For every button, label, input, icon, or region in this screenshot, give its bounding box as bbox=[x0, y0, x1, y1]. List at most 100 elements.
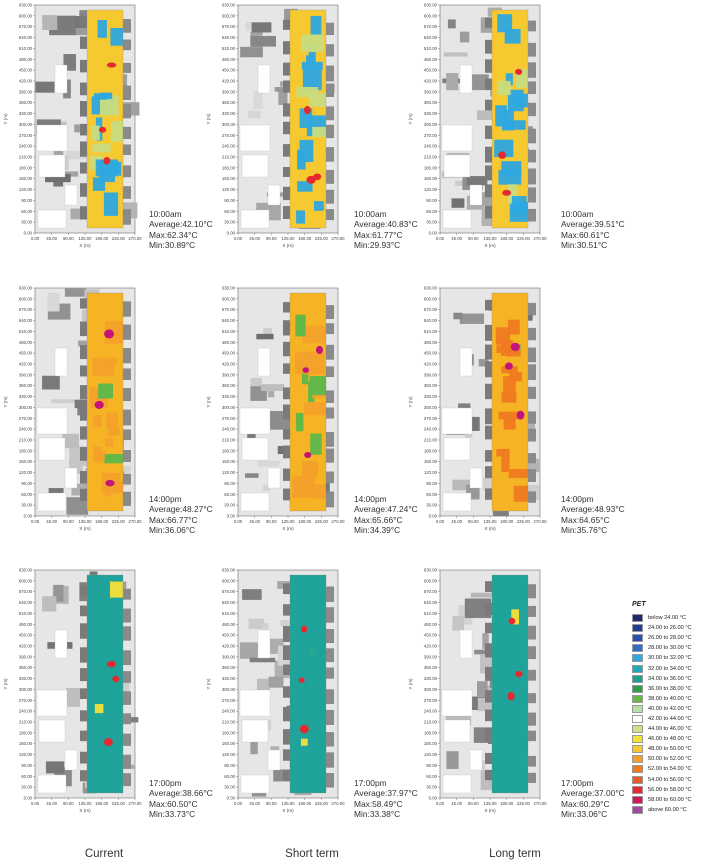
legend-items: below 24.00 °C 24.00 to 26.00 °C 26.00 to … bbox=[632, 613, 718, 815]
wall-strip bbox=[123, 39, 131, 51]
street-corridor bbox=[87, 10, 123, 228]
shadow-patch bbox=[270, 746, 280, 754]
stats-block: 14:00pm Average:48.27°C Max:66.77°C Min:… bbox=[149, 494, 213, 536]
wall-strip bbox=[123, 429, 131, 441]
legend-swatch bbox=[632, 654, 643, 663]
pet-patch bbox=[302, 325, 326, 344]
y-tick-label: 600.00 bbox=[222, 578, 236, 583]
y-tick-label: 570.00 bbox=[19, 307, 33, 312]
x-tick-label: 180.00 bbox=[298, 519, 312, 524]
hot-spot bbox=[306, 175, 316, 184]
pet-patch bbox=[310, 433, 322, 455]
wall-strip bbox=[326, 732, 334, 747]
y-tick-label: 270.00 bbox=[222, 698, 236, 703]
map-svg: 0.00 30.00 60.00 90.00 120.00 150.00 180.00 210… bbox=[408, 568, 547, 814]
pet-patch bbox=[308, 44, 316, 63]
stats-block: 17:00pm Average:37.97°C Max:58.49°C Min:… bbox=[354, 778, 418, 820]
wall-strip bbox=[80, 82, 88, 96]
wall-strip bbox=[80, 385, 88, 400]
y-tick-label: 180.00 bbox=[424, 448, 438, 453]
wall-strip bbox=[80, 206, 88, 220]
pet-patch bbox=[501, 448, 510, 473]
y-axis-label: Y (m) bbox=[206, 396, 211, 408]
x-tick-label: 270.00 bbox=[331, 519, 345, 524]
legend-item: 46.00 to 48.00 °C bbox=[632, 734, 718, 744]
pet-patch bbox=[91, 621, 104, 633]
y-tick-label: 570.00 bbox=[19, 589, 33, 594]
wall-strip bbox=[283, 488, 291, 501]
y-tick-label: 570.00 bbox=[19, 24, 33, 29]
pet-patch bbox=[500, 633, 510, 649]
wall-strip bbox=[528, 411, 536, 424]
max-value: Max:60.50°C bbox=[149, 798, 198, 809]
pet-patch bbox=[305, 461, 319, 477]
legend-label: 30.00 to 32.00 °C bbox=[648, 655, 692, 662]
wall-strip bbox=[485, 361, 493, 378]
x-tick-label: 90.00 bbox=[468, 801, 479, 806]
wall-strip bbox=[485, 146, 493, 163]
hot-spot bbox=[507, 691, 515, 701]
average-value: Average:37.00°C bbox=[561, 788, 625, 799]
wall-strip bbox=[326, 709, 334, 725]
map-svg: 0.00 30.00 60.00 90.00 120.00 150.00 180.00 210… bbox=[3, 568, 142, 814]
legend-label: 26.00 to 28.00 °C bbox=[648, 635, 692, 642]
y-tick-label: 210.00 bbox=[222, 720, 236, 725]
wall-strip bbox=[528, 386, 536, 399]
shadow-patch bbox=[247, 426, 256, 444]
wall-strip bbox=[485, 769, 493, 781]
pet-patch bbox=[100, 645, 123, 663]
wall-strip bbox=[80, 321, 88, 337]
building-footprint bbox=[241, 154, 269, 178]
legend-swatch bbox=[632, 735, 643, 744]
wall-strip bbox=[283, 387, 291, 400]
y-tick-label: 570.00 bbox=[424, 307, 438, 312]
pet-patch bbox=[515, 774, 528, 788]
wall-strip bbox=[528, 62, 536, 78]
x-tick-label: 45.00 bbox=[46, 519, 57, 524]
wall-strip bbox=[528, 646, 536, 660]
min-value: Min:33.06°C bbox=[561, 809, 608, 820]
wall-strip bbox=[80, 488, 88, 501]
y-tick-label: 600.00 bbox=[424, 13, 438, 18]
wall-strip bbox=[283, 320, 291, 336]
pet-patch bbox=[93, 450, 105, 462]
max-value: Max:65.66°C bbox=[354, 514, 403, 525]
y-tick-label: 270.00 bbox=[19, 416, 33, 421]
x-tick-label: 0.00 bbox=[234, 801, 243, 806]
pet-patch bbox=[511, 196, 527, 215]
wall-strip bbox=[123, 104, 131, 119]
wall-strip bbox=[528, 81, 536, 95]
y-tick-label: 510.00 bbox=[222, 611, 236, 616]
y-tick-label: 630.00 bbox=[19, 3, 33, 8]
x-tick-label: 180.00 bbox=[95, 801, 109, 806]
pet-patch bbox=[309, 376, 326, 396]
wall-strip bbox=[80, 36, 88, 49]
map-current-10am: 0.00 30.00 60.00 90.00 120.00 150.00 180.00 210… bbox=[0, 0, 190, 258]
y-tick-label: 90.00 bbox=[224, 763, 235, 768]
y-tick-label: 450.00 bbox=[19, 351, 33, 356]
wall-strip bbox=[485, 99, 493, 111]
x-tick-label: 135.00 bbox=[483, 236, 497, 241]
shadow-patch bbox=[482, 633, 489, 650]
building-footprint bbox=[459, 347, 473, 377]
wall-strip bbox=[283, 664, 291, 675]
wall-strip bbox=[80, 668, 88, 682]
y-tick-label: 30.00 bbox=[224, 220, 235, 225]
y-tick-label: 480.00 bbox=[19, 622, 33, 627]
building-footprint bbox=[443, 154, 471, 178]
pet-patch bbox=[297, 181, 313, 192]
shadow-patch bbox=[65, 687, 81, 707]
wall-strip bbox=[283, 749, 291, 761]
y-tick-label: 360.00 bbox=[222, 383, 236, 388]
legend-label: 52.00 to 54.00 °C bbox=[648, 766, 692, 773]
y-tick-label: 60.00 bbox=[426, 209, 437, 214]
wall-strip bbox=[123, 713, 131, 725]
y-tick-label: 0.00 bbox=[227, 514, 236, 519]
wall-strip bbox=[123, 348, 131, 364]
shadow-patch bbox=[53, 584, 64, 602]
y-tick-label: 60.00 bbox=[426, 774, 437, 779]
pet-patch bbox=[504, 29, 521, 44]
map-svg: 0.00 30.00 60.00 90.00 120.00 150.00 180.00 210… bbox=[3, 286, 142, 532]
hot-spot bbox=[94, 400, 104, 410]
wall-strip bbox=[485, 709, 493, 722]
